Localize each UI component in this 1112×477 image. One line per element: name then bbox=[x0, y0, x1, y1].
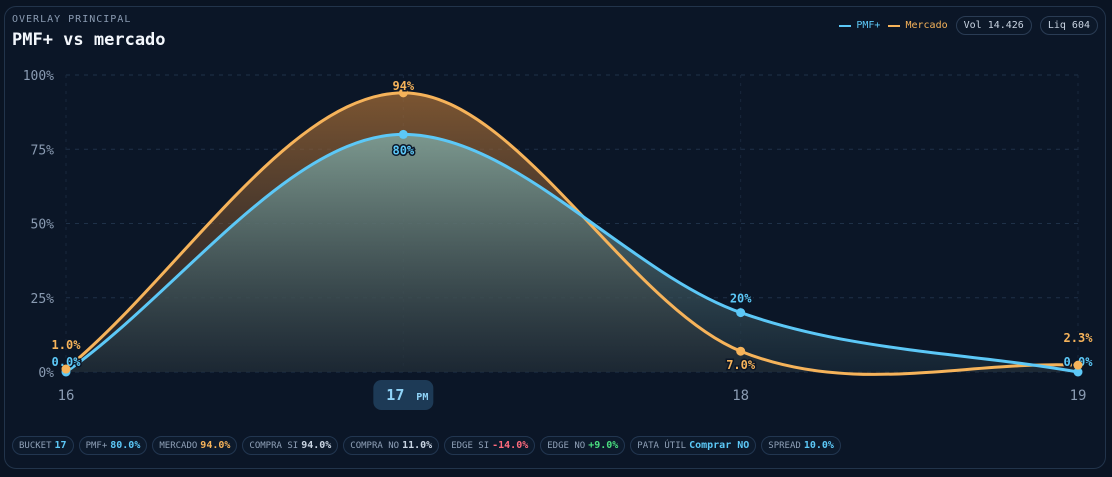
y-tick-label: 0% bbox=[38, 366, 54, 381]
legend-label-market: Mercado bbox=[905, 20, 948, 31]
x-tick-label: 19 bbox=[1070, 388, 1087, 404]
x-tick-label: 17 bbox=[386, 386, 404, 404]
stat-chip: PMF+ 80.0% bbox=[78, 436, 148, 455]
legend-label-pmf: PMF+ bbox=[856, 20, 881, 31]
stat-value: -14.0% bbox=[492, 440, 529, 451]
stats-footer: BUCKET 17 PMF+ 80.0% MERCADO 94.0% COMPRA SI 94… bbox=[12, 436, 841, 455]
stat-chip: MERCADO 94.0% bbox=[152, 436, 238, 455]
data-label-pmf: 0.0% bbox=[52, 355, 82, 369]
y-tick-label: 25% bbox=[31, 292, 55, 307]
x-tick-label: 18 bbox=[732, 388, 749, 404]
point-mercado bbox=[398, 88, 408, 98]
y-tick-label: 50% bbox=[31, 218, 55, 233]
legend-swatch-market bbox=[888, 24, 901, 27]
stat-chip: PATA ÚTIL Comprar NO bbox=[630, 436, 757, 455]
y-tick-label: 75% bbox=[31, 143, 55, 158]
x-tick-highlight bbox=[373, 380, 434, 410]
legend-item-pmf[interactable]: PMF+ bbox=[839, 20, 880, 31]
data-label-mercado: 2.3% bbox=[1064, 331, 1094, 345]
stat-label: PATA ÚTIL bbox=[637, 441, 687, 451]
x-tick-suffix: PM bbox=[416, 392, 428, 403]
stat-value: 11.0% bbox=[402, 440, 433, 451]
chart-title: PMF+ vs mercado bbox=[12, 30, 166, 50]
data-label-pmf: 20% bbox=[730, 292, 752, 306]
stat-value: 80.0% bbox=[110, 440, 141, 451]
x-tick-label: 16 bbox=[58, 388, 75, 404]
stat-chip: BUCKET 17 bbox=[12, 436, 74, 455]
point-pmf bbox=[1073, 367, 1083, 377]
stat-label: MERCADO bbox=[159, 441, 198, 451]
stat-label: PMF+ bbox=[85, 441, 108, 451]
stat-label: EDGE SI bbox=[451, 441, 490, 451]
stat-label: BUCKET bbox=[19, 441, 52, 451]
panel-kicker: OVERLAY PRINCIPAL bbox=[12, 14, 132, 25]
data-label-mercado: 7.0% bbox=[726, 358, 756, 372]
stat-value: 94.0% bbox=[301, 440, 332, 451]
stat-chip: EDGE SI -14.0% bbox=[444, 436, 536, 455]
stat-value: +9.0% bbox=[588, 440, 619, 451]
stat-value: 17 bbox=[54, 440, 67, 451]
legend-item-market[interactable]: Mercado bbox=[888, 20, 948, 31]
stat-chip: EDGE NO +9.0% bbox=[540, 436, 626, 455]
point-mercado bbox=[736, 346, 746, 356]
point-pmf bbox=[398, 129, 408, 139]
point-mercado bbox=[1073, 360, 1083, 370]
legend-swatch-pmf bbox=[839, 24, 852, 27]
stat-chip: COMPRA SI 94.0% bbox=[242, 436, 339, 455]
stat-label: SPREAD bbox=[768, 441, 801, 451]
point-pmf bbox=[736, 308, 746, 318]
volume-pill: Vol 14.426 bbox=[955, 16, 1032, 35]
area-pmf bbox=[66, 134, 1078, 372]
liquidity-pill: Liq 604 bbox=[1039, 16, 1098, 35]
data-label-pmf: 80% bbox=[392, 143, 414, 157]
point-mercado bbox=[61, 364, 71, 374]
stat-label: COMPRA NO bbox=[350, 441, 400, 451]
line-chart: 0%25%50%75%100%0.0%80%20%0.0%1.0%94%7.0%… bbox=[23, 69, 1095, 410]
y-tick-label: 100% bbox=[23, 69, 54, 84]
line-pmf bbox=[65, 132, 1079, 374]
legend: PMF+ Mercado Vol 14.426 Liq 604 bbox=[839, 16, 1098, 35]
stat-chip: SPREAD 10.0% bbox=[761, 436, 841, 455]
stat-value: 10.0% bbox=[803, 440, 834, 451]
stat-chip: COMPRA NO 11.0% bbox=[343, 436, 440, 455]
stat-value: Comprar NO bbox=[689, 440, 750, 451]
stat-label: COMPRA SI bbox=[249, 441, 299, 451]
stat-label: EDGE NO bbox=[547, 441, 586, 451]
line-mercado bbox=[65, 91, 1079, 376]
data-label-mercado: 94% bbox=[392, 79, 414, 93]
data-label-mercado: 1.0% bbox=[52, 338, 82, 352]
stat-value: 94.0% bbox=[200, 440, 231, 451]
